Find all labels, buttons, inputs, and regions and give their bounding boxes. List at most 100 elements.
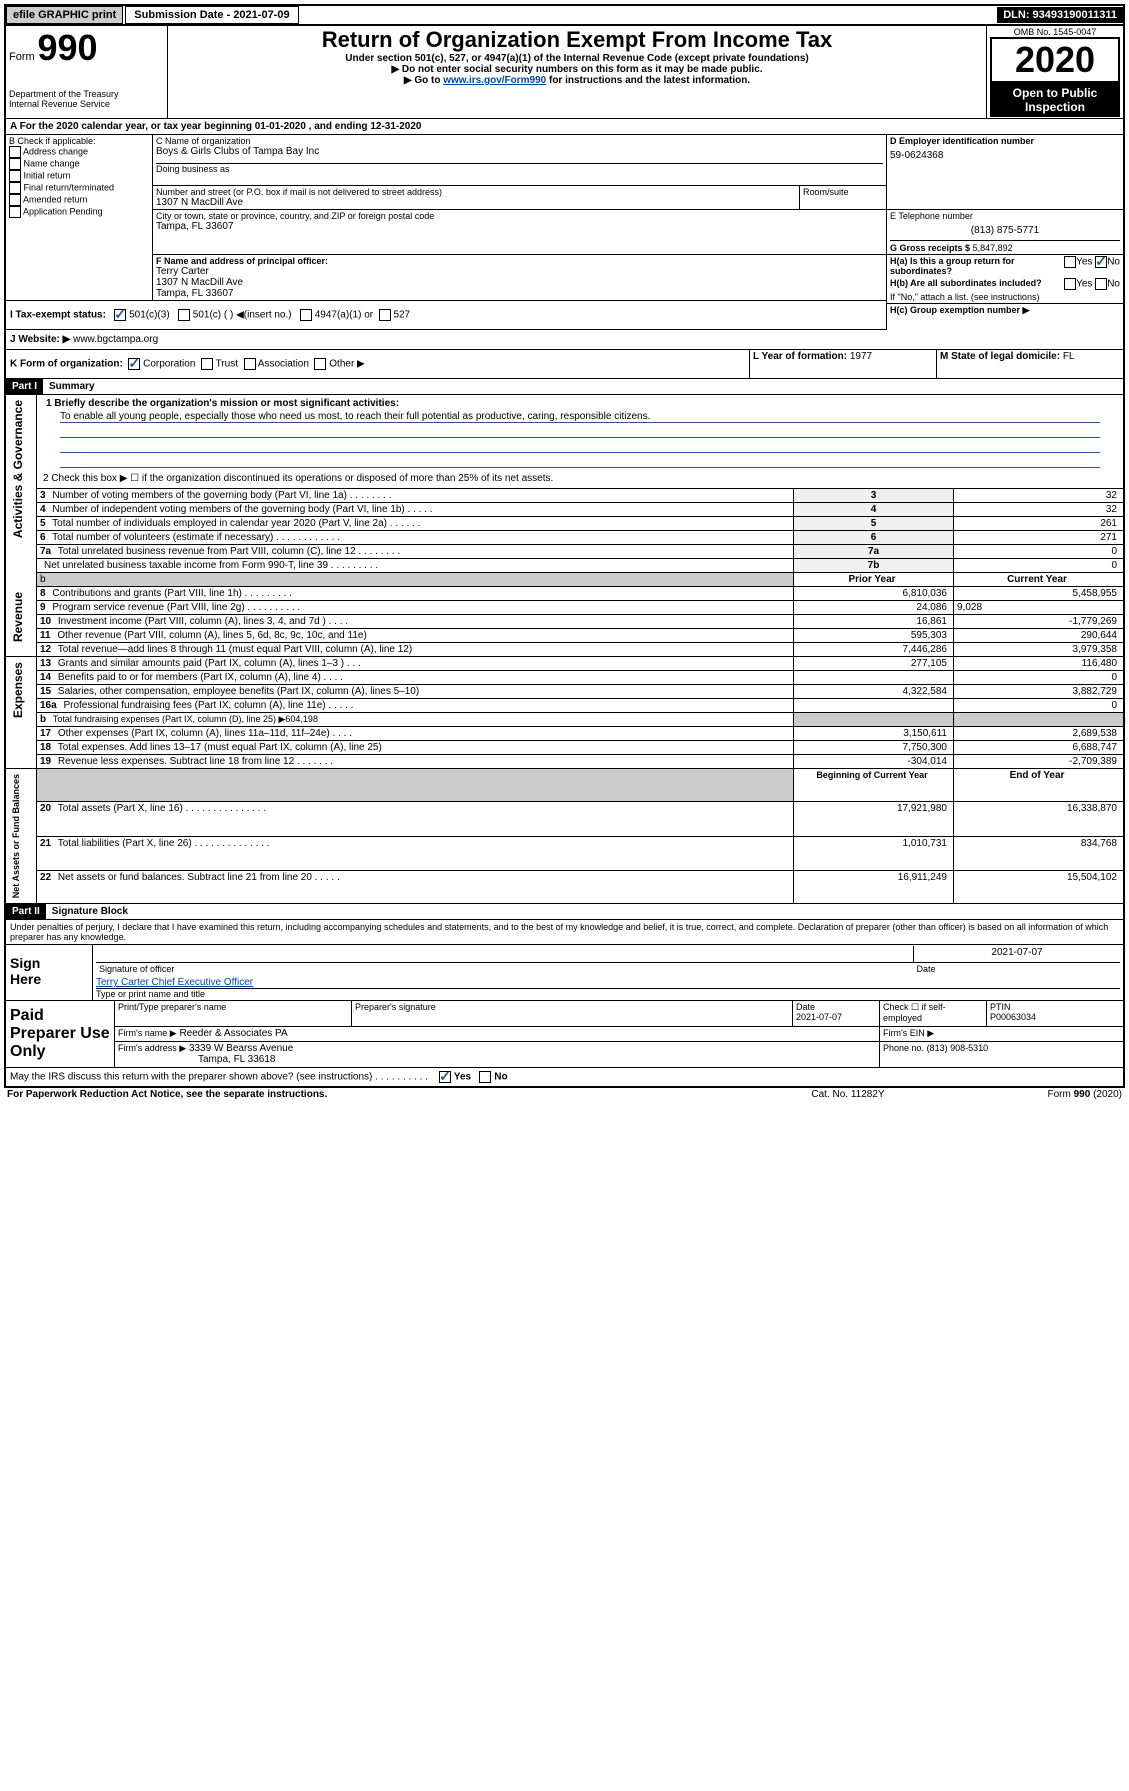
n: 4 — [40, 504, 50, 515]
initial-return-checkbox[interactable] — [9, 170, 21, 182]
shaded — [954, 713, 1124, 727]
submission-date: Submission Date - 2021-07-09 — [125, 6, 298, 24]
prep-phone-label: Phone no. — [883, 1043, 924, 1053]
goto-post: for instructions and the latest informat… — [546, 75, 750, 86]
address-change-checkbox[interactable] — [9, 146, 21, 158]
ha-no-checkbox[interactable] — [1095, 256, 1107, 268]
t: Total expenses. Add lines 13–17 (must eq… — [58, 742, 382, 753]
cb-amend: Amended return — [23, 194, 88, 204]
perjury-text: Under penalties of perjury, I declare th… — [6, 919, 1123, 944]
v: 32 — [954, 503, 1124, 517]
v: 32 — [954, 489, 1124, 503]
p: 1,010,731 — [794, 836, 954, 870]
ptin: P00063034 — [990, 1012, 1036, 1022]
cb-init: Initial return — [24, 170, 71, 180]
firm-ein-label: Firm's EIN ▶ — [880, 1026, 1124, 1041]
discuss-yes-checkbox[interactable] — [439, 1071, 451, 1083]
v: 261 — [954, 517, 1124, 531]
t: Investment income (Part VIII, column (A)… — [58, 616, 348, 627]
ha-yes-checkbox[interactable] — [1064, 256, 1076, 268]
ha-no: No — [1107, 257, 1120, 268]
line2: 2 Check this box ▶ ☐ if the organization… — [37, 469, 1124, 489]
org-name: Boys & Girls Clubs of Tampa Bay Inc — [156, 146, 883, 157]
trust-checkbox[interactable] — [201, 358, 213, 370]
discuss-text: May the IRS discuss this return with the… — [10, 1072, 428, 1083]
n: 13 — [40, 658, 55, 669]
hc-label: H(c) Group exemption number ▶ — [890, 305, 1029, 315]
n: 18 — [40, 742, 55, 753]
firm-name-label: Firm's name ▶ — [118, 1028, 177, 1038]
name-change-checkbox[interactable] — [9, 158, 21, 170]
t: Total revenue—add lines 8 through 11 (mu… — [58, 644, 412, 655]
prep-name-label: Print/Type preparer's name — [115, 1001, 352, 1027]
ha-yes: Yes — [1076, 257, 1092, 268]
corp-checkbox[interactable] — [128, 358, 140, 370]
efile-button[interactable]: efile GRAPHIC print — [6, 6, 123, 24]
c: 16,338,870 — [954, 802, 1124, 836]
side-net: Net Assets or Fund Balances — [9, 770, 23, 902]
prep-date-label: Date — [796, 1002, 815, 1012]
cat-no: Cat. No. 11282Y — [757, 1088, 940, 1101]
box-b-label: B Check if applicable: — [9, 136, 149, 146]
527-checkbox[interactable] — [379, 309, 391, 321]
p: 3,150,611 — [794, 727, 954, 741]
cb-final: Final return/terminated — [24, 182, 115, 192]
phone-label: E Telephone number — [890, 211, 1120, 221]
hb-yes: Yes — [1076, 279, 1092, 290]
amended-return-checkbox[interactable] — [9, 194, 21, 206]
shaded — [37, 769, 794, 802]
hb-yes-checkbox[interactable] — [1064, 278, 1076, 290]
4947-checkbox[interactable] — [300, 309, 312, 321]
hb-label: H(b) Are all subordinates included? — [890, 278, 1042, 288]
n: 8 — [40, 588, 50, 599]
paid-preparer: Paid Preparer Use Only — [6, 1001, 115, 1068]
side-activities: Activities & Governance — [9, 396, 27, 542]
eoy-hdr: End of Year — [954, 769, 1124, 802]
t: Grants and similar amounts paid (Part IX… — [58, 658, 361, 669]
year-value: 1977 — [850, 351, 872, 362]
v: 271 — [954, 531, 1124, 545]
side-expenses: Expenses — [9, 658, 27, 722]
instructions-link[interactable]: www.irs.gov/Form990 — [443, 75, 546, 86]
mission-text: To enable all young people, especially t… — [60, 411, 1100, 423]
hb-no-checkbox[interactable] — [1095, 278, 1107, 290]
blank-line — [60, 453, 1100, 468]
c: 9,028 — [954, 601, 1124, 615]
part2-header: Part II — [6, 904, 46, 919]
website-value: www.bgctampa.org — [73, 334, 158, 345]
discuss-no-checkbox[interactable] — [479, 1071, 491, 1083]
year-label: L Year of formation: — [753, 351, 847, 362]
other-checkbox[interactable] — [314, 358, 326, 370]
assoc-checkbox[interactable] — [244, 358, 256, 370]
part1-header: Part I — [6, 379, 43, 394]
p: 16,911,249 — [794, 870, 954, 903]
addr-label: Number and street (or P.O. box if mail i… — [156, 187, 796, 197]
open-public: Open to Public Inspection — [990, 83, 1120, 117]
form-number: 990 — [37, 27, 97, 68]
firm-name: Reeder & Associates PA — [179, 1028, 287, 1039]
501c-checkbox[interactable] — [178, 309, 190, 321]
sig-line — [96, 946, 914, 963]
c: -2,709,389 — [954, 755, 1124, 769]
t: Program service revenue (Part VIII, line… — [52, 602, 300, 613]
app-pending-checkbox[interactable] — [9, 206, 21, 218]
officer-label: F Name and address of principal officer: — [156, 256, 328, 266]
n: 11 — [40, 630, 55, 641]
date-label: Date — [914, 963, 1121, 976]
tax-status-label: I Tax-exempt status: — [10, 310, 106, 321]
n: 19 — [40, 756, 55, 767]
bracket2 — [74, 976, 93, 1000]
501c3-checkbox[interactable] — [114, 309, 126, 321]
officer-name-title[interactable]: Terry Carter Chief Executive Officer — [96, 977, 1120, 989]
n: 14 — [40, 672, 55, 683]
city-value: Tampa, FL 33607 — [156, 221, 883, 232]
prep-date: 2021-07-07 — [796, 1012, 842, 1022]
n: 12 — [40, 644, 55, 655]
c: -1,779,269 — [954, 615, 1124, 629]
final-return-checkbox[interactable] — [9, 182, 21, 194]
c: 0 — [954, 699, 1124, 713]
n: 10 — [40, 616, 55, 627]
c: 5,458,955 — [954, 587, 1124, 601]
officer-addr: 1307 N MacDill Ave — [156, 277, 883, 288]
bracket — [74, 945, 93, 977]
